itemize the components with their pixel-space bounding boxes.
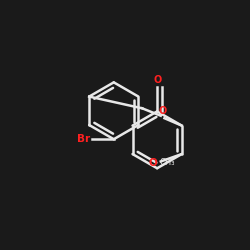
Text: Br: Br: [77, 134, 90, 144]
Text: O: O: [148, 158, 157, 168]
Text: O: O: [158, 106, 166, 116]
Text: CH₃: CH₃: [160, 158, 175, 167]
Text: O: O: [153, 76, 161, 86]
